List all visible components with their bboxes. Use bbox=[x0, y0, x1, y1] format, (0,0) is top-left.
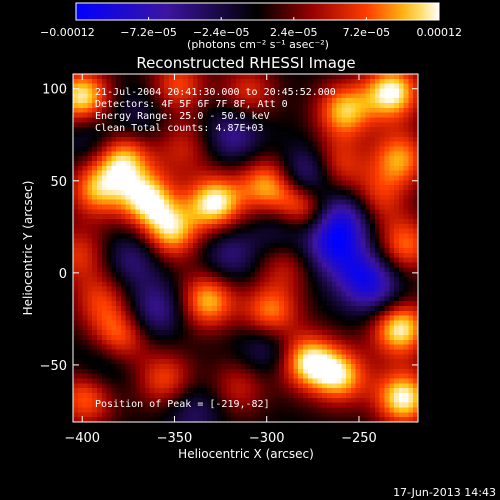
colorbar-tick-label: 0.00012 bbox=[417, 26, 463, 39]
colorbar-tick-label: −2.4e−05 bbox=[193, 26, 250, 39]
colorbar-ticks: −0.00012 −7.2e−05 −2.4e−05 2.4e−05 7.2e−05 0.… bbox=[40, 17, 462, 39]
x-tick-label: −250 bbox=[341, 431, 377, 446]
y-tick-label: 100 bbox=[42, 83, 67, 98]
colorbar-tick-label: 2.4e−05 bbox=[270, 26, 317, 39]
chart-title: Reconstructed RHESSI Image bbox=[136, 54, 355, 72]
x-tick-label: −350 bbox=[157, 431, 193, 446]
annotation-time-range: 21-Jul-2004 20:41:30.000 to 20:45:52.000 bbox=[95, 87, 336, 98]
annotations: 21-Jul-2004 20:41:30.000 to 20:45:52.000… bbox=[95, 87, 336, 410]
x-axis: −400 −350 −300 −250 bbox=[64, 74, 377, 446]
y-tick-label: 50 bbox=[50, 175, 67, 190]
plot-frame bbox=[72, 73, 419, 423]
colorbar bbox=[75, 2, 440, 21]
x-tick-label: −400 bbox=[64, 431, 100, 446]
heatmap-image bbox=[73, 74, 418, 422]
annotation-method-counts: Clean Total counts: 4.87E+03 bbox=[95, 123, 264, 134]
y-axis: −50 0 50 100 bbox=[40, 83, 418, 374]
footer-timestamp: 17-Jun-2013 14:43 bbox=[393, 486, 496, 499]
annotation-peak-position: Position of Peak = [-219,-82] bbox=[95, 399, 270, 410]
colorbar-tick-label: 7.2e−05 bbox=[343, 26, 390, 39]
colorbar-tick-label: −0.00012 bbox=[40, 26, 95, 39]
y-tick-label: 0 bbox=[59, 267, 67, 282]
colorbar-unit-label: (photons cm⁻² s⁻¹ asec⁻²) bbox=[187, 38, 329, 51]
colorbar-tick-label: −7.2e−05 bbox=[120, 26, 177, 39]
x-tick-label: −300 bbox=[249, 431, 285, 446]
y-axis-label: Heliocentric Y (arcsec) bbox=[21, 181, 35, 316]
heatmap-raster bbox=[73, 74, 418, 422]
y-tick-label: −50 bbox=[40, 359, 67, 374]
annotation-energy-range: Energy Range: 25.0 - 50.0 keV bbox=[95, 111, 270, 122]
annotation-detectors: Detectors: 4F 5F 6F 7F 8F, Att 0 bbox=[95, 99, 288, 110]
x-axis-label: Heliocentric X (arcsec) bbox=[178, 447, 314, 461]
